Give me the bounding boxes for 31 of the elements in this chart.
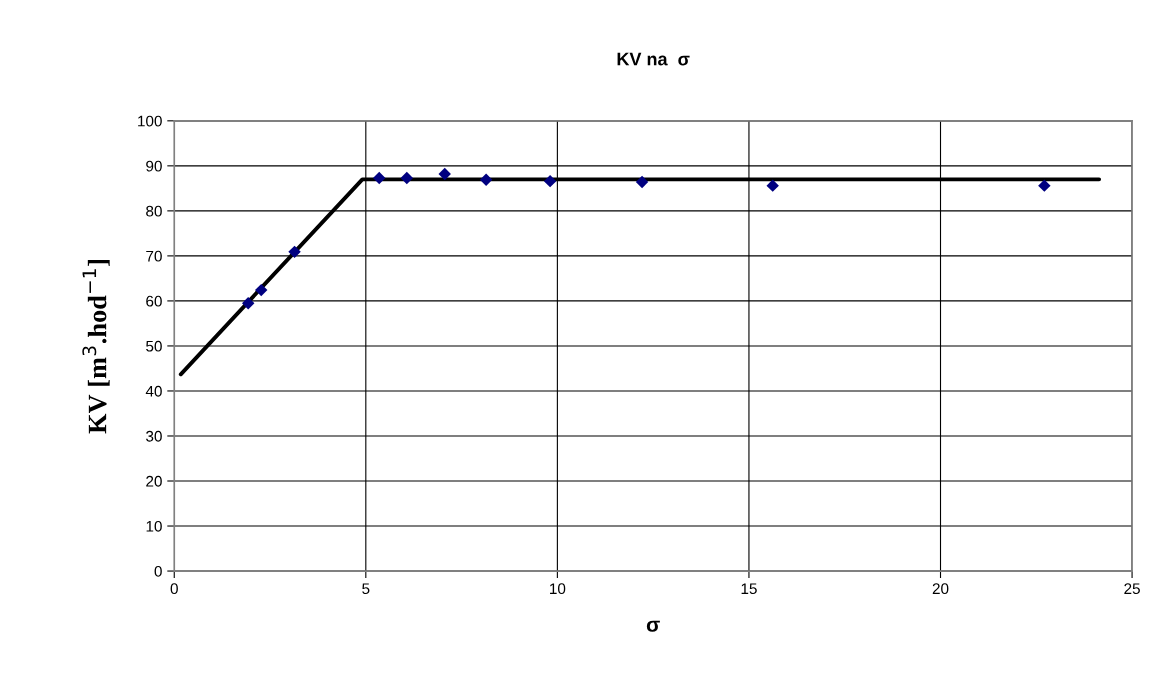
point — [766, 179, 779, 192]
y-tick-label: 10 — [146, 520, 162, 532]
point — [255, 283, 268, 297]
x-axis-title: σ — [646, 620, 660, 632]
y-axis-title: KV [m$^{3}$.hod$^{−1}$] — [82, 260, 110, 434]
point — [241, 296, 255, 310]
x-tick-label: 10 — [550, 583, 566, 595]
y-tick-label: 40 — [145, 385, 162, 397]
point — [543, 174, 557, 188]
y-tick-label: 100 — [138, 115, 162, 127]
point — [288, 245, 301, 259]
y-tick-label: 0 — [154, 565, 162, 577]
x-tick-label: 0 — [170, 583, 178, 595]
point — [1038, 179, 1051, 192]
point — [373, 171, 386, 185]
x-tick-label: 15 — [741, 583, 757, 595]
point — [479, 173, 493, 187]
x-tick-label: 20 — [932, 583, 949, 595]
point — [635, 175, 649, 189]
y-tick-label: 20 — [146, 475, 162, 487]
y-tick-label: 50 — [146, 340, 162, 352]
y-tick-label: 30 — [146, 430, 162, 442]
y-tick-label: 90 — [146, 160, 162, 172]
point — [400, 171, 414, 185]
y-tick-label: 60 — [146, 295, 162, 307]
x-tick-label: 25 — [1124, 583, 1140, 595]
point — [438, 167, 451, 181]
y-tick-label: 70 — [146, 250, 162, 262]
y-tick-label: 80 — [146, 205, 162, 217]
x-tick-label: 5 — [362, 583, 370, 595]
chart-title: KV na σ — [617, 52, 690, 66]
